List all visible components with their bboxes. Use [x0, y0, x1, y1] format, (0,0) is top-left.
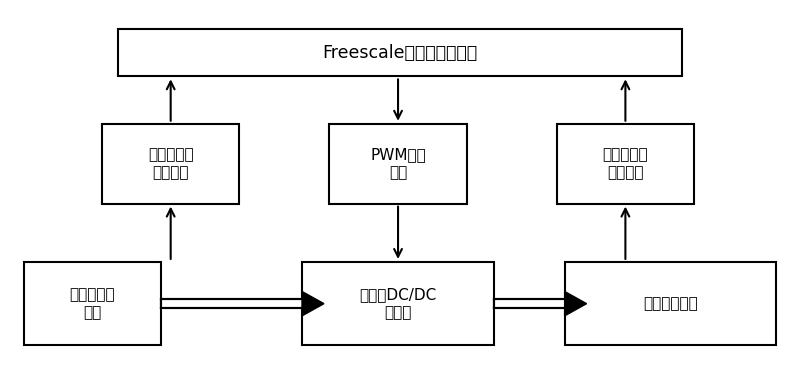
Bar: [24, 262, 161, 345]
Bar: [557, 124, 694, 204]
Text: 主回路DC/DC
变换器: 主回路DC/DC 变换器: [359, 288, 437, 320]
Text: 蓄电池或负载: 蓄电池或负载: [643, 296, 698, 311]
Bar: [565, 262, 776, 345]
Polygon shape: [565, 292, 586, 316]
Bar: [102, 124, 239, 204]
Polygon shape: [302, 292, 324, 316]
Text: Freescale主芯片控制模块: Freescale主芯片控制模块: [322, 44, 478, 62]
Text: PWM驱动
电路: PWM驱动 电路: [370, 148, 426, 180]
Bar: [118, 29, 682, 76]
Text: 太阳能电池
阵列: 太阳能电池 阵列: [70, 288, 115, 320]
Text: 电压、电流
信号提取: 电压、电流 信号提取: [602, 148, 648, 180]
Bar: [330, 124, 466, 204]
Text: 电压、电流
信号提取: 电压、电流 信号提取: [148, 148, 194, 180]
Bar: [302, 262, 494, 345]
